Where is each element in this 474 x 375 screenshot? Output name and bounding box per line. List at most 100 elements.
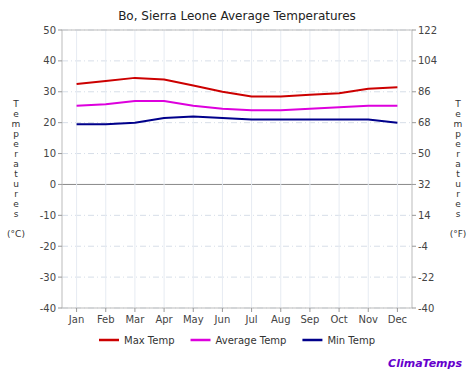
grid-line-x (280, 30, 281, 308)
y-axis-label-line: p (13, 129, 19, 139)
y2-tick (412, 153, 416, 154)
y2-tick (412, 30, 416, 31)
y2-tick-label: -22 (418, 272, 434, 283)
y-axis-label-line: T (12, 99, 19, 109)
legend-item: Average Temp (191, 335, 287, 346)
y2-axis-label-line: e (455, 199, 461, 209)
grid (62, 30, 412, 308)
y2-tick-label: 122 (418, 25, 437, 36)
y2-tick (412, 60, 416, 61)
y2-axis-label-line: r (456, 189, 460, 199)
grid-line-x (309, 30, 310, 308)
y-axis-label-line: (°C) (7, 229, 25, 239)
legend-swatch (302, 339, 322, 342)
x-tick-label: Aug (271, 314, 291, 325)
y-tick-label: -10 (40, 210, 56, 221)
x-tick (105, 308, 106, 312)
y-tick (58, 91, 62, 92)
y-tick-label: 20 (43, 117, 56, 128)
y2-tick-label: 68 (418, 117, 431, 128)
y-tick (58, 184, 62, 185)
series-line (77, 78, 398, 97)
legend: Max Temp Average Temp Min Temp (99, 335, 375, 346)
y-tick-label: 0 (50, 179, 56, 190)
y2-tick-label: -4 (418, 241, 428, 252)
y2-axis-label-line (457, 219, 460, 229)
y2-tick (412, 308, 416, 309)
y-axis-label-line: e (13, 139, 19, 149)
y2-tick-label: 14 (418, 210, 431, 221)
grid-line-x (105, 30, 106, 308)
y2-axis-label-line: t (456, 169, 460, 179)
grid-line-x (222, 30, 223, 308)
y-tick (58, 122, 62, 123)
y2-tick-label: -40 (418, 303, 434, 314)
y-tick (58, 60, 62, 61)
page: {"chart_data": {"type": "line", "title":… (0, 0, 474, 375)
y-axis-label-line: r (14, 149, 18, 159)
grid-line-y (62, 60, 412, 61)
x-tick-label: Mar (125, 314, 145, 325)
series-line (77, 101, 398, 110)
grid-line-y (62, 246, 412, 247)
x-tick-label: Dec (388, 314, 407, 325)
grid-line-x (134, 30, 135, 308)
y2-tick (412, 277, 416, 278)
y2-axis-label-line: a (455, 159, 461, 169)
zero-line (62, 184, 412, 185)
x-tick-label: Jun (214, 314, 231, 325)
y-tick (58, 30, 62, 31)
background (0, 0, 474, 375)
x-tick (76, 308, 77, 312)
y-tick-label: 50 (43, 25, 56, 36)
y-tick (58, 153, 62, 154)
legend-label: Average Temp (216, 335, 287, 346)
y2-axis-label-line: e (455, 109, 461, 119)
grid-line-y (62, 91, 412, 92)
grid-line-x (339, 30, 340, 308)
y-tick (58, 215, 62, 216)
title: Bo, Sierra Leone Average Temperatures (118, 9, 356, 23)
y2-tick (412, 246, 416, 247)
legend-label: Max Temp (124, 335, 175, 346)
x-tick (309, 308, 310, 312)
y-axis-label-line: t (14, 169, 18, 179)
x-tick (339, 308, 340, 312)
y-axis-label: Temperatures (°C) (7, 99, 25, 239)
y2-tick-label: 32 (418, 179, 431, 190)
x-tick (280, 308, 281, 312)
y2-tick-label: 50 (418, 148, 431, 159)
x-tick (164, 308, 165, 312)
y2-axis-label-line: (°F) (450, 229, 467, 239)
grid-line-x (251, 30, 252, 308)
grid-line-y (62, 153, 412, 154)
y-axis-label-line: e (13, 199, 19, 209)
grid-line-x (397, 30, 398, 308)
x-tick-label: Jul (245, 314, 258, 325)
x-tick (222, 308, 223, 312)
y2-axis-label-line: u (455, 179, 461, 189)
y2-axis-label-line: p (455, 129, 461, 139)
x-tick (134, 308, 135, 312)
legend-swatch (99, 339, 119, 342)
y2-axis-label-line: s (456, 209, 461, 219)
legend-label: Min Temp (327, 335, 375, 346)
y-tick-label: 10 (43, 148, 56, 159)
y-tick (58, 277, 62, 278)
x-tick-label: Feb (97, 314, 115, 325)
y-axis-label-line: m (12, 119, 21, 129)
y2-tick (412, 91, 416, 92)
watermark: ClimaTemps (388, 357, 462, 370)
y-tick (58, 308, 62, 309)
x-tick-label: Apr (155, 314, 173, 325)
x-tick-label: Oct (330, 314, 347, 325)
grid-line-y (62, 215, 412, 216)
chart: -40-30-20-1001020304050-40-22-4143250688… (0, 0, 474, 375)
axes: -40-30-20-1001020304050-40-22-4143250688… (40, 25, 437, 326)
y2-tick (412, 215, 416, 216)
legend-swatch (191, 339, 211, 342)
y2-tick (412, 184, 416, 185)
y-axis-label-line: r (14, 189, 18, 199)
y2-axis-label-line: r (456, 149, 460, 159)
series-line (77, 116, 398, 124)
